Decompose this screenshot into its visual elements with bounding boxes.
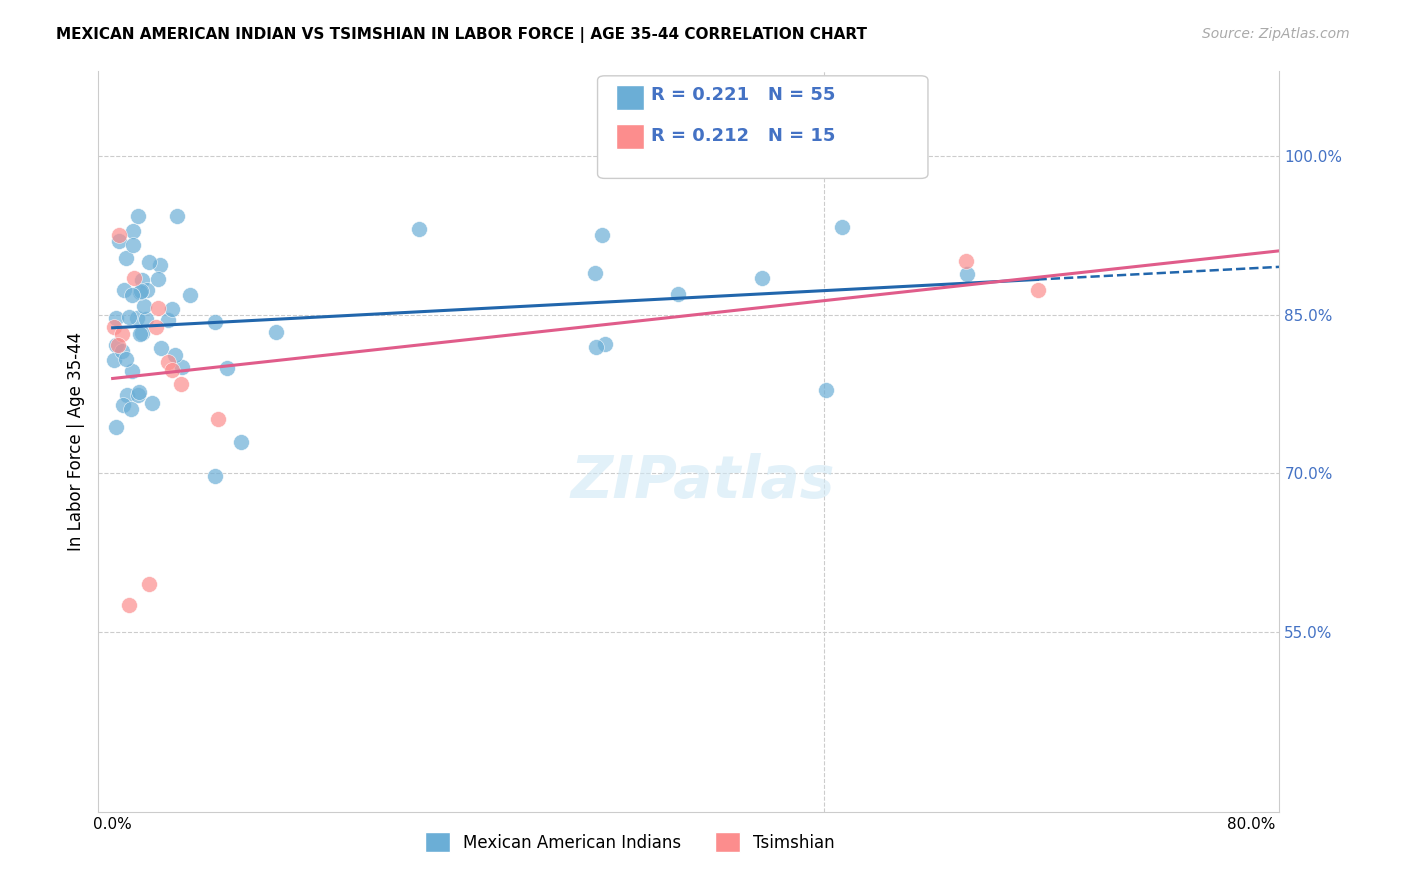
Point xyxy=(122,224,145,238)
Text: ZIPatlas: ZIPatlas xyxy=(571,453,835,510)
Point xyxy=(118,599,141,613)
Point xyxy=(103,320,125,334)
Point xyxy=(127,209,149,223)
Point xyxy=(124,271,146,285)
Point xyxy=(215,360,238,375)
Point xyxy=(1026,283,1049,297)
Point xyxy=(172,360,194,375)
Point xyxy=(118,310,141,324)
Point xyxy=(121,237,143,252)
Point xyxy=(831,220,853,235)
Point xyxy=(165,348,187,362)
Point xyxy=(160,302,183,317)
Legend: Mexican American Indians, Tsimshian: Mexican American Indians, Tsimshian xyxy=(419,825,841,859)
Point xyxy=(127,311,149,326)
Point xyxy=(156,313,179,327)
Point xyxy=(751,271,773,285)
Point xyxy=(146,301,169,315)
Point xyxy=(956,267,979,281)
Point xyxy=(107,337,129,351)
Point xyxy=(135,311,157,326)
Point xyxy=(204,468,226,483)
Point xyxy=(111,327,134,342)
Point xyxy=(408,222,430,236)
Point xyxy=(591,228,613,243)
Point xyxy=(115,387,138,401)
Point xyxy=(149,258,172,272)
Point xyxy=(121,288,143,302)
Point xyxy=(145,319,167,334)
Point xyxy=(103,353,125,368)
Point xyxy=(138,254,160,268)
Point xyxy=(955,254,977,268)
Point xyxy=(108,228,131,243)
Point xyxy=(583,266,606,280)
Point xyxy=(121,364,143,378)
Y-axis label: In Labor Force | Age 35-44: In Labor Force | Age 35-44 xyxy=(66,332,84,551)
Point xyxy=(120,402,142,417)
Point xyxy=(111,344,134,359)
Point xyxy=(134,299,156,313)
Text: R = 0.212   N = 15: R = 0.212 N = 15 xyxy=(651,127,835,145)
Point xyxy=(264,326,287,340)
Point xyxy=(105,310,128,325)
Point xyxy=(128,285,150,300)
Point xyxy=(207,412,229,426)
Text: Source: ZipAtlas.com: Source: ZipAtlas.com xyxy=(1202,27,1350,41)
Text: R = 0.221   N = 55: R = 0.221 N = 55 xyxy=(651,87,835,104)
Point xyxy=(115,251,138,265)
Point xyxy=(814,383,837,397)
Point xyxy=(128,384,150,399)
Point xyxy=(138,577,160,591)
Point xyxy=(150,341,173,355)
Point xyxy=(179,288,201,302)
Point xyxy=(666,287,689,301)
Point xyxy=(170,376,193,391)
Point xyxy=(131,284,153,298)
Point xyxy=(107,234,129,248)
Point xyxy=(593,337,616,351)
Point xyxy=(135,283,157,297)
Point xyxy=(104,420,127,434)
Point xyxy=(156,355,179,369)
Point xyxy=(148,272,170,286)
Text: MEXICAN AMERICAN INDIAN VS TSIMSHIAN IN LABOR FORCE | AGE 35-44 CORRELATION CHAR: MEXICAN AMERICAN INDIAN VS TSIMSHIAN IN … xyxy=(56,27,868,43)
Point xyxy=(585,340,607,354)
Point xyxy=(141,396,163,410)
Point xyxy=(115,351,138,366)
Point xyxy=(160,363,183,377)
Point xyxy=(112,283,135,297)
Point xyxy=(104,338,127,352)
Point xyxy=(229,435,252,450)
Point xyxy=(131,273,153,287)
Point xyxy=(131,326,153,340)
Point xyxy=(111,398,134,412)
Point xyxy=(129,327,152,342)
Point xyxy=(127,388,149,402)
Point xyxy=(166,209,188,223)
Point xyxy=(204,315,226,329)
